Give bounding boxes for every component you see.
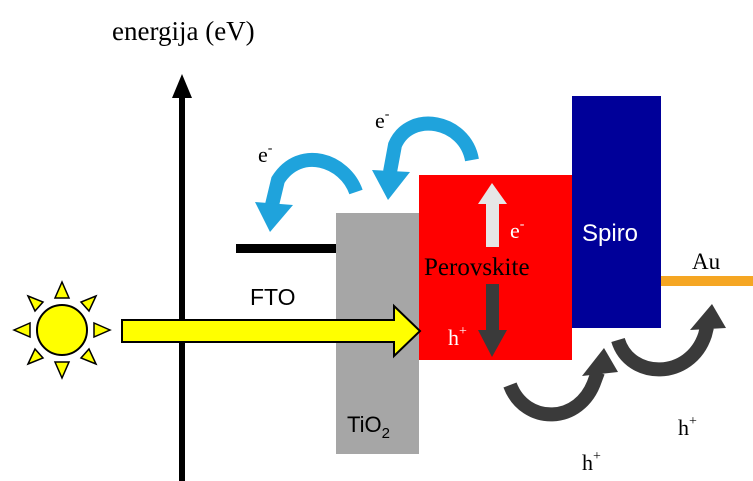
electron-transfer-arrow-2-icon <box>372 116 479 200</box>
au-level <box>661 276 753 286</box>
spiro-block <box>572 96 661 328</box>
fto-level <box>236 244 336 253</box>
hole-down-arrow-icon <box>478 284 507 357</box>
electron-label-1: e- <box>258 141 273 167</box>
hole-label-2: h+ <box>678 414 697 440</box>
electron-perovskite-label: e- <box>510 217 525 243</box>
energy-axis <box>172 74 192 481</box>
electron-transfer-arrow-1-icon <box>255 152 363 232</box>
sun-icon <box>12 280 112 380</box>
hole-transfer-arrow-2-icon <box>611 304 726 377</box>
fto-label: FTO <box>250 284 296 310</box>
tio2-label: TiO2 <box>347 412 390 442</box>
light-arrow-icon <box>121 303 422 359</box>
spiro-label: Spiro <box>582 220 638 247</box>
electron-up-arrow-icon <box>478 183 507 247</box>
au-label: Au <box>692 249 721 274</box>
hole-perovskite-label: h+ <box>448 324 467 350</box>
axis-label: energija (eV) <box>112 16 255 46</box>
electron-label-2: e- <box>375 107 390 133</box>
hole-transfer-arrow-1-icon <box>503 348 618 422</box>
perovskite-label: Perovskite <box>424 254 530 281</box>
hole-label-1: h+ <box>582 449 601 475</box>
